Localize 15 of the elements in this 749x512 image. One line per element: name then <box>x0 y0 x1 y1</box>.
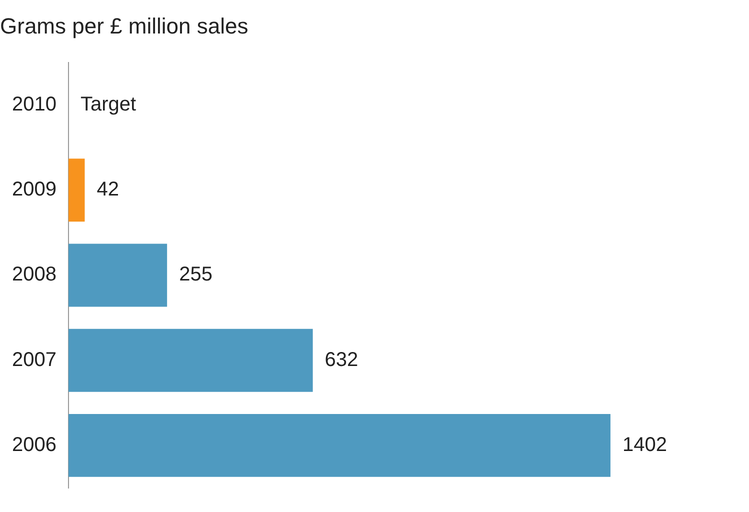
y-tick-label: 2009 <box>12 178 56 201</box>
bar <box>68 244 168 307</box>
y-tick-label: 2008 <box>12 264 56 286</box>
text: Target <box>80 93 136 116</box>
y-tick-label: 2010 <box>12 93 56 116</box>
data-label: 42 <box>96 178 119 201</box>
data-label: 1402 <box>622 434 667 456</box>
y-tick-label: 2007 <box>12 348 56 371</box>
y-tick-label: 2006 <box>12 434 56 456</box>
data-label: 632 <box>324 348 358 371</box>
bar <box>68 328 313 392</box>
bar <box>68 158 85 222</box>
bar <box>68 414 610 477</box>
data-label: 255 <box>179 264 212 286</box>
chart-title: Grams per £ million sales <box>0 13 248 38</box>
